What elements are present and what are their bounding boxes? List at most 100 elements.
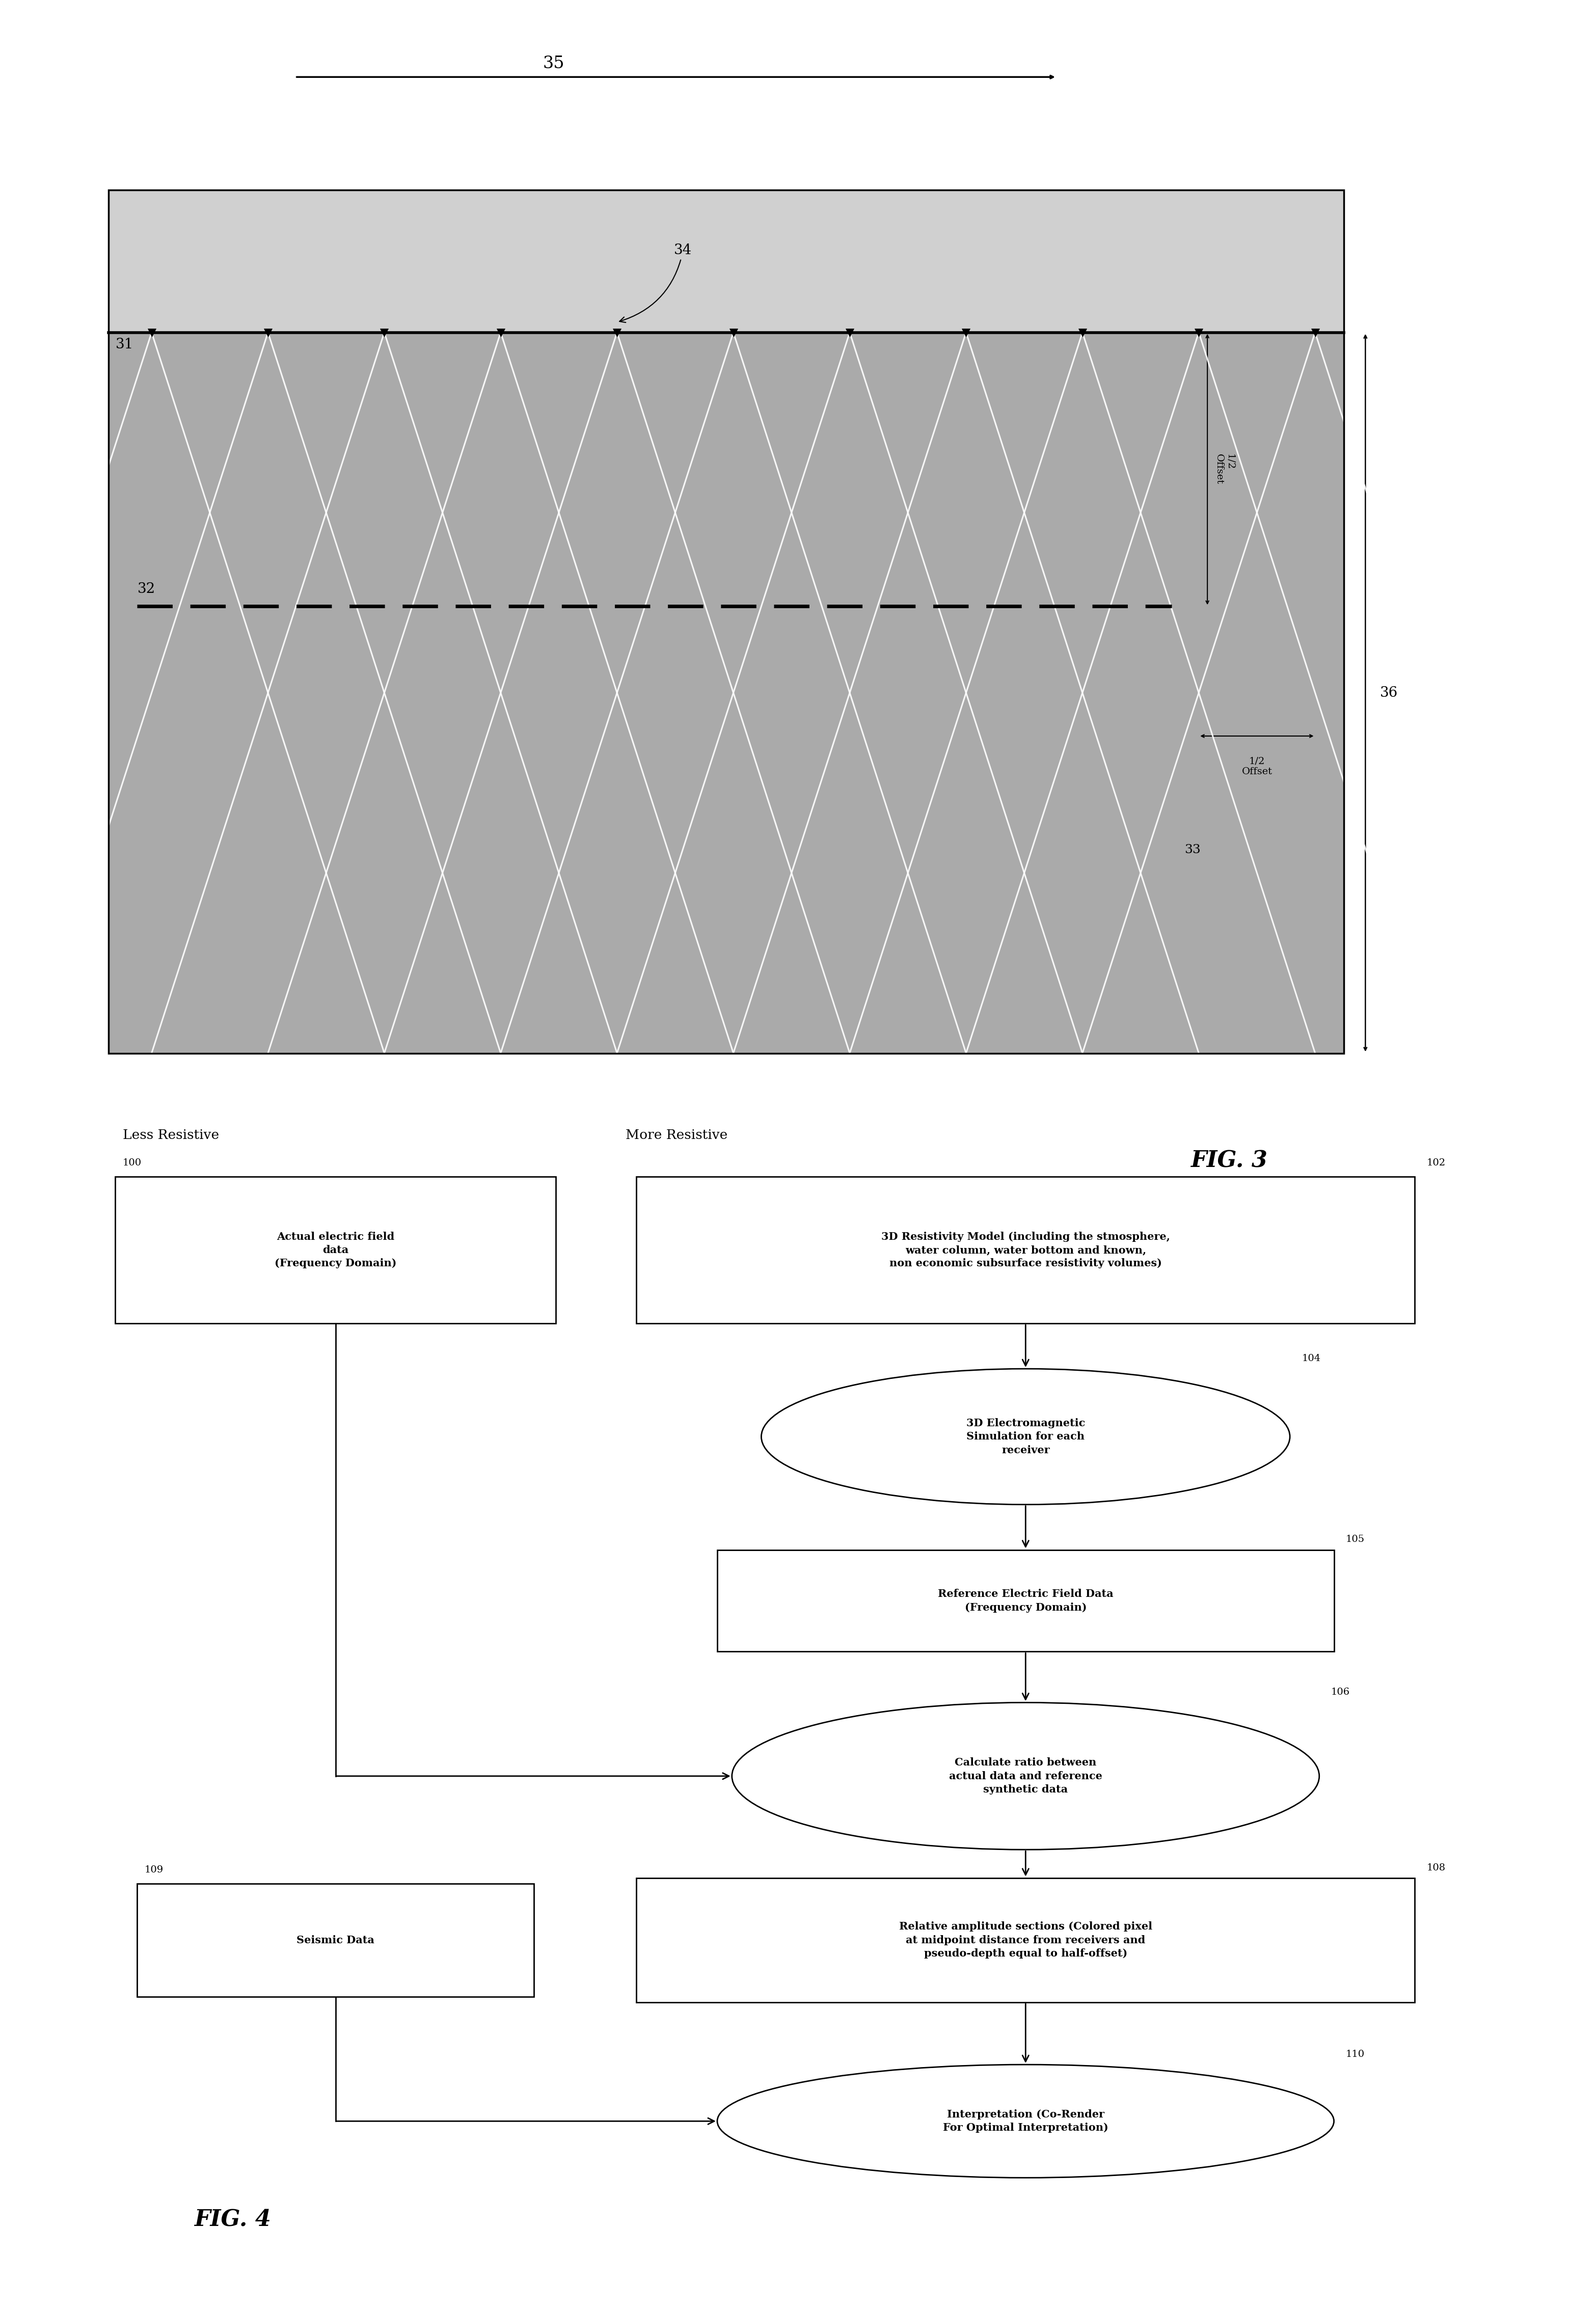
- Text: 108: 108: [1427, 1863, 1446, 1873]
- Bar: [431, 1111, 603, 1161]
- Bar: [530, 1111, 533, 1161]
- Bar: [535, 1111, 539, 1161]
- Bar: [461, 1111, 464, 1161]
- Text: 104: 104: [1302, 1353, 1320, 1362]
- Bar: [717, 1549, 1334, 1651]
- Bar: [109, 189, 1344, 332]
- Bar: [592, 1111, 597, 1161]
- Bar: [447, 1111, 450, 1161]
- Bar: [463, 1111, 468, 1161]
- Bar: [587, 1111, 591, 1161]
- Bar: [602, 1111, 605, 1161]
- Text: 105: 105: [1345, 1535, 1365, 1545]
- Bar: [523, 1111, 527, 1161]
- Bar: [516, 1111, 519, 1161]
- Text: Relative amplitude sections (Colored pixel
at midpoint distance from receivers a: Relative amplitude sections (Colored pix…: [899, 1921, 1152, 1958]
- Text: 1/2
Offset: 1/2 Offset: [1215, 455, 1234, 485]
- Text: Relative Amplitude: Relative Amplitude: [396, 1196, 525, 1208]
- Text: 36: 36: [1381, 686, 1398, 700]
- Bar: [598, 1111, 602, 1161]
- Text: 32: 32: [137, 582, 155, 596]
- Text: More Resistive: More Resistive: [626, 1129, 728, 1141]
- Bar: [484, 1111, 487, 1161]
- Bar: [458, 1111, 461, 1161]
- Text: Reference Electric Field Data
(Frequency Domain): Reference Electric Field Data (Frequency…: [938, 1589, 1114, 1612]
- Ellipse shape: [717, 2064, 1334, 2177]
- Text: Actual electric field
data
(Frequency Domain): Actual electric field data (Frequency Do…: [275, 1231, 396, 1268]
- Text: FIG. 3: FIG. 3: [1191, 1150, 1267, 1173]
- Bar: [555, 1111, 559, 1161]
- Bar: [541, 1111, 544, 1161]
- Bar: [440, 1111, 444, 1161]
- Bar: [573, 1111, 576, 1161]
- Bar: [581, 1111, 584, 1161]
- Ellipse shape: [733, 1702, 1320, 1850]
- Bar: [520, 1111, 525, 1161]
- Text: 31: 31: [117, 337, 134, 351]
- Bar: [137, 1884, 533, 1997]
- Text: 100: 100: [123, 1159, 142, 1168]
- Bar: [527, 1111, 530, 1161]
- Bar: [448, 1111, 453, 1161]
- Bar: [549, 1111, 554, 1161]
- Bar: [477, 1111, 482, 1161]
- Bar: [567, 1111, 570, 1161]
- Bar: [559, 1111, 562, 1161]
- Bar: [595, 1111, 598, 1161]
- Bar: [444, 1111, 447, 1161]
- Bar: [495, 1111, 498, 1161]
- Bar: [466, 1111, 469, 1161]
- Bar: [575, 1111, 579, 1161]
- Text: 109: 109: [145, 1866, 163, 1875]
- Text: 3D Electromagnetic
Simulation for each
receiver: 3D Electromagnetic Simulation for each r…: [966, 1418, 1085, 1455]
- Bar: [504, 1111, 508, 1161]
- Bar: [476, 1111, 479, 1161]
- Bar: [578, 1111, 583, 1161]
- Text: 102: 102: [1427, 1159, 1446, 1168]
- Text: 35: 35: [543, 55, 565, 72]
- Bar: [591, 1111, 594, 1161]
- Bar: [472, 1111, 476, 1161]
- Bar: [562, 1111, 565, 1161]
- Text: 34: 34: [619, 242, 693, 323]
- Bar: [431, 1111, 436, 1161]
- Bar: [517, 1111, 522, 1161]
- Text: 1/2
Offset: 1/2 Offset: [1242, 757, 1272, 776]
- Bar: [469, 1111, 472, 1161]
- Bar: [547, 1111, 551, 1161]
- Text: Interpretation (Co-Render
For Optimal Interpretation): Interpretation (Co-Render For Optimal In…: [943, 2110, 1108, 2134]
- Text: 3D Resistivity Model (including the stmosphere,
water column, water bottom and k: 3D Resistivity Model (including the stmo…: [881, 1231, 1170, 1268]
- Text: 33: 33: [1184, 845, 1200, 857]
- Bar: [437, 1111, 440, 1161]
- Text: 110: 110: [1345, 2050, 1365, 2060]
- Text: FIG. 4: FIG. 4: [195, 2210, 271, 2230]
- Bar: [480, 1111, 484, 1161]
- Bar: [563, 1111, 568, 1161]
- Bar: [584, 1111, 587, 1161]
- Bar: [512, 1111, 516, 1161]
- Bar: [509, 1111, 512, 1161]
- Bar: [506, 1111, 511, 1161]
- Bar: [637, 1175, 1414, 1323]
- Bar: [637, 1877, 1414, 2002]
- Bar: [487, 1111, 490, 1161]
- Bar: [501, 1111, 504, 1161]
- Text: 106: 106: [1331, 1688, 1350, 1697]
- Bar: [434, 1111, 439, 1161]
- Text: Less Resistive: Less Resistive: [123, 1129, 219, 1141]
- Bar: [455, 1111, 458, 1161]
- Bar: [452, 1111, 455, 1161]
- Bar: [498, 1111, 501, 1161]
- Bar: [533, 1111, 536, 1161]
- Ellipse shape: [761, 1369, 1290, 1505]
- Bar: [488, 1111, 493, 1161]
- Bar: [538, 1111, 541, 1161]
- Text: Seismic Data: Seismic Data: [297, 1935, 375, 1944]
- Bar: [109, 332, 1344, 1053]
- Text: Calculate ratio between
actual data and reference
synthetic data: Calculate ratio between actual data and …: [950, 1757, 1103, 1794]
- Bar: [552, 1111, 555, 1161]
- Bar: [115, 1175, 555, 1323]
- Bar: [109, 189, 1344, 1053]
- Bar: [492, 1111, 496, 1161]
- Bar: [570, 1111, 573, 1161]
